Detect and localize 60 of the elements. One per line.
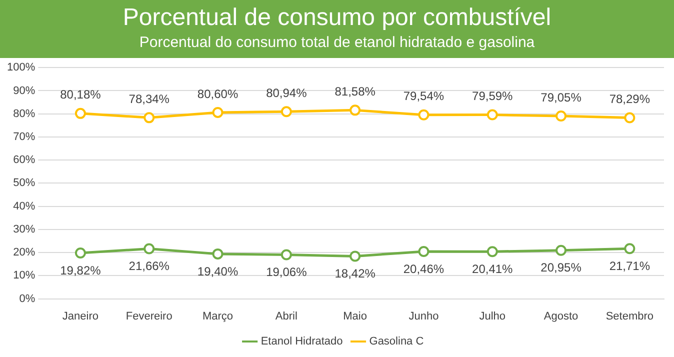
x-tick-label: Abril [275,310,298,322]
point [350,104,361,116]
point [144,112,155,124]
y-tick-label: 30% [13,223,36,236]
data-label: 80,18% [60,88,102,102]
point [74,108,86,119]
data-label: 79,05% [540,90,582,104]
point [350,250,361,262]
point [280,106,292,118]
data-label: 21,66% [128,259,170,274]
x-tick-label: Março [202,310,234,322]
point [486,109,498,120]
x-tick-label: Julho [479,310,506,322]
point [418,246,430,257]
y-tick-label: 80% [13,108,36,120]
x-tick-label: Agosto [544,310,578,322]
data-label: 79,54% [403,89,444,104]
data-label: 20,95% [540,260,582,275]
point [280,249,292,260]
y-tick-label: 70% [13,130,36,143]
point [212,106,224,118]
point [486,246,498,258]
point [418,109,430,120]
x-tick-label: Fevereiro [126,310,172,322]
data-label: 19,40% [197,264,238,278]
data-label: 78,29% [609,92,650,106]
data-label: 81,58% [334,84,376,98]
data-label: 80,60% [197,86,238,101]
point [624,112,636,124]
data-label: 18,42% [334,266,376,281]
data-label: 19,06% [266,265,308,280]
data-label: 20,46% [403,262,444,276]
y-tick-label: 50% [13,177,36,190]
legend-label: Gasolina C [369,336,424,348]
point [212,248,224,260]
y-tick-label: 10% [13,270,36,282]
y-tick-label: 40% [13,200,36,212]
legend-label: Etanol Hidratado [260,336,343,348]
point [556,110,567,122]
y-tick-label: 90% [13,84,36,97]
data-label: 79,59% [472,89,514,104]
data-label: 21,71% [609,258,650,273]
x-tick-label: Janeiro [62,310,98,322]
x-tick-label: Maio [343,310,367,322]
x-tick-label: Setembro [606,310,654,322]
data-label: 78,34% [128,92,170,106]
data-label: 20,41% [472,262,514,276]
y-tick-label: 60% [13,154,36,166]
point [74,247,86,258]
y-tick-label: 100% [6,62,36,74]
chart-subtitle: Porcentual do consumo total de etanol hidratado e gasolina [138,33,536,53]
y-tick-label: 0% [19,292,36,305]
point [624,243,636,254]
point [144,243,155,254]
point [556,244,567,256]
data-label: 80,94% [266,86,308,100]
x-tick-label: Junho [408,310,439,322]
y-tick-label: 20% [13,246,36,259]
data-label: 19,82% [60,263,102,278]
chart-title: Porcentual de consumo por combustível [122,3,552,33]
